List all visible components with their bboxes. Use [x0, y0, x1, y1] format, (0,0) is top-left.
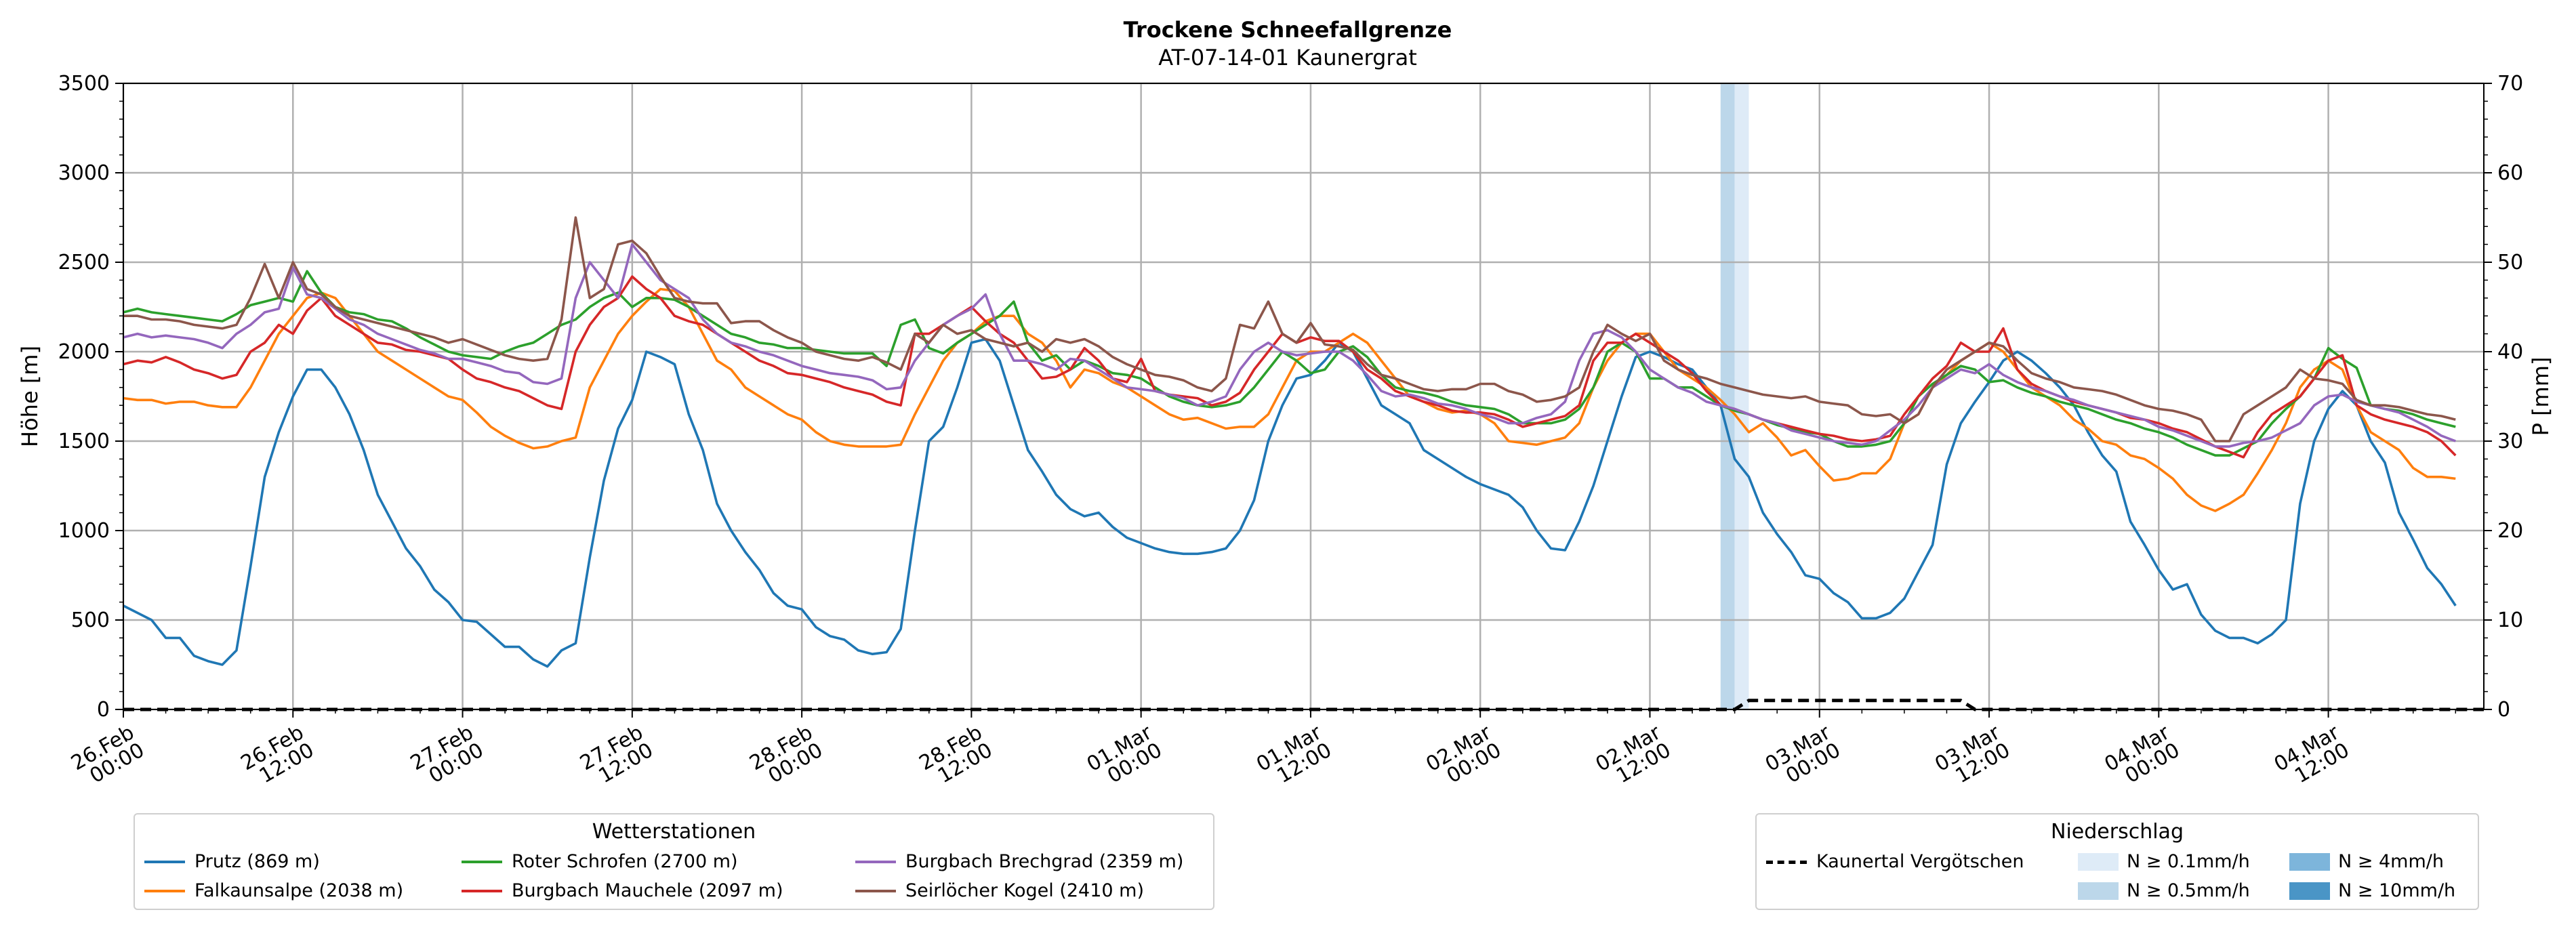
series-line-5 [123, 216, 2456, 442]
legend-swatch [2289, 853, 2330, 871]
y-tick-label: 1500 [58, 430, 110, 453]
x-tick-label: 27.Feb00:00 [407, 721, 488, 793]
x-tick-label: 04.Mar12:00 [2270, 720, 2354, 794]
y2-tick-label: 40 [2497, 340, 2523, 364]
plot-frame [123, 83, 2485, 710]
legend-swatch [1766, 860, 1807, 864]
y2-tick-label: 0 [2497, 698, 2510, 722]
legend-entry-level-0: N ≥ 0.1mm/h [2078, 850, 2250, 873]
legend-precip-title: Niederschlag [2051, 820, 2184, 844]
precip-band [1734, 83, 1749, 709]
x-tick-label: 02.Mar00:00 [1422, 720, 1505, 794]
legend-entry-level-3: N ≥ 10mm/h [2289, 880, 2455, 903]
legend-label: Roter Schrofen (2700 m) [512, 851, 738, 872]
series-line-3 [123, 275, 2457, 459]
legend-label: N ≥ 0.1mm/h [2127, 851, 2250, 872]
x-tick-label: 28.Feb00:00 [745, 721, 827, 793]
legend-entry-prutz: Prutz (869 m) [144, 850, 320, 873]
y-tick-label: 2000 [58, 340, 110, 364]
axes: 0 500 1000 1500 2000 2500 3000 3500 0 10 20 30 40 50 6… [58, 72, 2524, 794]
x-tick-label: 03.Mar12:00 [1931, 720, 2014, 794]
legend-entry-roter-schrofen: Roter Schrofen (2700 m) [462, 850, 738, 873]
legend-label: Burgbach Mauchele (2097 m) [512, 880, 783, 901]
x-tick-label: 01.Mar00:00 [1083, 720, 1166, 794]
y2-tick-label: 10 [2497, 608, 2523, 632]
y2-tick-label: 20 [2497, 519, 2523, 543]
legend-entry-burgbach-brechgrad: Burgbach Brechgrad (2359 m) [855, 850, 1183, 873]
y2-tick-label: 30 [2497, 430, 2523, 453]
legend-entry-kaunertal: Kaunertal Vergötschen [1766, 850, 2024, 873]
y-tick-label: 3000 [58, 161, 110, 185]
series-layer [123, 216, 2457, 668]
legend-stations: Wetterstationen Prutz (869 m) Falkaunsal… [134, 813, 1214, 910]
precip-bands [1720, 83, 1749, 709]
legend-swatch [462, 861, 502, 863]
y2-axis-label: P [mm] [2528, 357, 2554, 436]
x-tick-label: 26.Feb12:00 [237, 721, 318, 793]
x-tick-label: 04.Mar00:00 [2100, 720, 2184, 794]
x-tick-label: 01.Mar12:00 [1252, 720, 1336, 794]
series-line-2 [123, 270, 2456, 457]
y2-tick-label: 50 [2497, 251, 2523, 274]
legend-label: Prutz (869 m) [195, 851, 320, 872]
legend-swatch [462, 890, 502, 892]
grid-lines [122, 82, 2484, 711]
precip-line [123, 699, 2484, 711]
legend-label: Burgbach Brechgrad (2359 m) [905, 851, 1184, 872]
legend-entry-falkaunsalpe: Falkaunsalpe (2038 m) [144, 880, 403, 903]
legend-label: N ≥ 4mm/h [2338, 851, 2444, 872]
legend-entry-burgbach-mauchele: Burgbach Mauchele (2097 m) [462, 880, 783, 903]
x-tick-label: 03.Mar00:00 [1761, 720, 1845, 794]
y2-tick-label: 70 [2497, 72, 2523, 96]
y-tick-label: 2500 [58, 251, 110, 274]
legend-entry-seirloecher-kogel: Seirlöcher Kogel (2410 m) [855, 880, 1144, 903]
legend-label: N ≥ 0.5mm/h [2127, 880, 2250, 901]
legend-entry-level-1: N ≥ 0.5mm/h [2078, 880, 2250, 903]
series-line-0 [123, 337, 2457, 668]
x-tick-label: 27.Feb12:00 [576, 721, 657, 793]
series-line-1 [123, 287, 2456, 512]
legend-precip: Niederschlag Kaunertal Vergötschen N ≥ 0… [1755, 813, 2479, 910]
legend-entry-level-2: N ≥ 4mm/h [2289, 850, 2444, 873]
legend-swatch [855, 861, 896, 863]
legend-label: Falkaunsalpe (2038 m) [195, 880, 404, 901]
legend-label: Seirlöcher Kogel (2410 m) [905, 880, 1145, 901]
legend-swatch [144, 861, 185, 863]
precip-band [1720, 83, 1735, 709]
y-tick-label: 3500 [58, 72, 110, 96]
series-line-4 [123, 243, 2456, 448]
legend-label: N ≥ 10mm/h [2338, 880, 2456, 901]
y-tick-label: 500 [71, 608, 110, 632]
legend-swatch [2289, 882, 2330, 900]
x-tick-label: 02.Mar12:00 [1592, 720, 1675, 794]
y-tick-label: 1000 [58, 519, 110, 543]
legend-swatch [855, 890, 896, 892]
legend-label: Kaunertal Vergötschen [1816, 851, 2024, 872]
x-tick-label: 28.Feb12:00 [916, 721, 997, 793]
legend-swatch [144, 890, 185, 892]
precip-layer [123, 699, 2484, 711]
legend-stations-title: Wetterstationen [592, 820, 756, 844]
legend-swatch [2078, 853, 2119, 871]
y2-tick-label: 60 [2497, 161, 2523, 185]
y-tick-label: 0 [97, 698, 110, 722]
x-tick-label: 26.Feb00:00 [67, 721, 148, 793]
chart-title: Trockene Schneefallgrenze [1124, 17, 1452, 43]
y-axis-label: Höhe [m] [17, 346, 43, 447]
legend-swatch [2078, 882, 2119, 900]
chart-subtitle: AT-07-14-01 Kaunergrat [1158, 45, 1416, 70]
